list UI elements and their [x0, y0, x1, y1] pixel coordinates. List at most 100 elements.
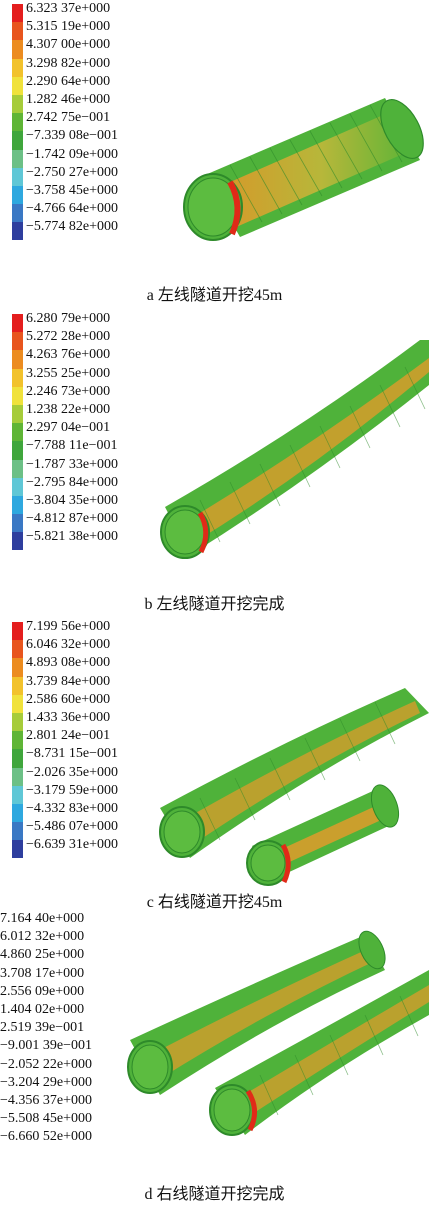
legend-value: −5.774 82e+000: [26, 219, 119, 235]
legend-value: 2.586 60e+000: [26, 691, 111, 707]
legend-swatch: [12, 712, 23, 732]
legend-swatch: [12, 495, 23, 515]
legend-value: −5.486 07e+000: [26, 819, 119, 835]
legend-swatch: [12, 113, 23, 132]
tunnel-model-image: [160, 340, 429, 559]
panel-c: 7.199 56e+000 6.046 32e+000 4.893 08e+000 3…: [0, 618, 429, 918]
legend-swatch: [12, 204, 23, 223]
legend-value: −4.356 37e+000: [0, 1092, 93, 1108]
legend-value: −7.788 11e−001: [26, 438, 118, 454]
legend-swatch: [12, 658, 23, 677]
legend-value: 6.280 79e+000: [26, 311, 111, 326]
caption-b: b 左线隧道开挖完成: [144, 596, 285, 613]
legend-swatch: [12, 368, 23, 387]
legend-labels: 7.164 40e+000 6.012 32e+000 4.860 25e+000 3…: [0, 910, 92, 1146]
panel-b: 6.280 79e+000 5.272 28e+000 4.263 76e+000 3…: [0, 310, 429, 620]
legend-swatch: [12, 222, 23, 241]
legend-value: 2.742 75e−001: [26, 110, 111, 126]
legend-value: 3.739 84e+000: [26, 673, 111, 689]
legend-value: 1.433 36e+000: [26, 709, 111, 725]
legend-swatch: [12, 167, 23, 186]
legend-value: −2.052 22e+000: [0, 1056, 93, 1072]
legend-swatch: [12, 350, 23, 369]
legend-value: 2.801 24e−001: [26, 728, 111, 744]
legend-swatch: [12, 803, 23, 823]
legend-value: −1.742 09e+000: [26, 146, 119, 162]
legend-value: 2.246 73e+000: [26, 383, 111, 399]
legend-swatch: [12, 4, 23, 23]
legend-value: 7.199 56e+000: [26, 619, 111, 634]
legend-swatch: [12, 58, 23, 77]
legend-swatch: [12, 314, 23, 333]
panel-d: 7.164 40e+000 6.012 32e+000 4.860 25e+000 3…: [0, 910, 429, 1209]
legend-swatch: [12, 149, 23, 168]
legend-labels: 6.323 37e+000 5.315 19e+000 4.307 00e+000 3…: [26, 0, 118, 236]
legend-value: −5.508 45e+000: [0, 1111, 93, 1127]
legend-swatch: [12, 822, 23, 841]
legend-value: −9.001 39e−001: [0, 1038, 93, 1054]
legend-value: 4.307 00e+000: [26, 37, 111, 53]
legend-swatch: [12, 676, 23, 695]
legend-swatch: [12, 131, 23, 150]
legend-value: 1.238 22e+000: [26, 401, 111, 417]
legend-value: 2.519 39e−001: [0, 1020, 85, 1036]
legend-value: −6.660 52e+000: [0, 1129, 93, 1145]
legend-value: −6.639 31e+000: [26, 837, 119, 853]
legend-swatch: [12, 332, 23, 351]
legend-swatch: [12, 441, 23, 460]
legend-value: 1.282 46e+000: [26, 91, 111, 107]
legend-value: 3.255 25e+000: [26, 365, 111, 381]
legend-color-bar: [12, 314, 23, 551]
legend-labels: 6.280 79e+000 5.272 28e+000 4.263 76e+000 3…: [26, 310, 118, 546]
legend-labels: 7.199 56e+000 6.046 32e+000 4.893 08e+000 3…: [26, 618, 118, 854]
legend-value: −3.204 29e+000: [0, 1074, 93, 1090]
legend-value: 4.893 08e+000: [26, 655, 111, 671]
caption-a: a 左线隧道开挖45m: [146, 287, 283, 304]
legend-swatch: [12, 514, 23, 533]
legend-value: −7.339 08e−001: [26, 128, 119, 144]
legend-color-bar: [12, 622, 23, 859]
tunnel-model-image: [127, 930, 429, 1136]
legend-value: −4.812 87e+000: [26, 511, 119, 527]
legend-value: −5.821 38e+000: [26, 529, 119, 545]
legend-value: 4.860 25e+000: [0, 947, 85, 963]
legend-swatch: [12, 185, 23, 205]
legend-value: 6.046 32e+000: [26, 637, 111, 653]
legend-value: −2.750 27e+000: [26, 164, 119, 180]
legend-value: 2.290 64e+000: [26, 73, 111, 89]
legend-value: 5.315 19e+000: [26, 19, 111, 35]
legend-swatch: [12, 622, 23, 641]
panel-a: 6.323 37e+000 5.315 19e+000 4.307 00e+000 3…: [0, 0, 429, 310]
legend-value: 1.404 02e+000: [0, 1001, 85, 1017]
legend-swatch: [12, 749, 23, 768]
legend-value: −2.026 35e+000: [26, 764, 119, 780]
legend-value: 7.164 40e+000: [0, 911, 85, 926]
legend-value: −8.731 15e−001: [26, 746, 119, 762]
legend-swatch: [12, 76, 23, 95]
legend-value: −3.804 35e+000: [26, 492, 119, 508]
legend-value: 3.708 17e+000: [0, 965, 85, 981]
legend-swatch: [12, 386, 23, 405]
caption-c: c 右线隧道开挖45m: [146, 894, 283, 911]
caption-d: d 右线隧道开挖完成: [144, 1186, 285, 1203]
legend-swatch: [12, 477, 23, 496]
legend-value: 2.556 09e+000: [0, 983, 85, 999]
tunnel-model-image: [159, 688, 429, 886]
legend-value: −2.795 84e+000: [26, 474, 119, 490]
legend-swatch: [12, 404, 23, 424]
legend-swatch: [12, 767, 23, 786]
legend-swatch: [12, 459, 23, 478]
legend-swatch: [12, 840, 23, 859]
legend-value: 4.263 76e+000: [26, 347, 111, 363]
legend-value: −3.179 59e+000: [26, 782, 119, 798]
legend-value: −4.332 83e+000: [26, 800, 119, 816]
legend-swatch: [12, 694, 23, 713]
legend-swatch: [12, 94, 23, 114]
legend-value: −1.787 33e+000: [26, 456, 119, 472]
legend-value: 6.323 37e+000: [26, 1, 111, 16]
legend-value: 6.012 32e+000: [0, 929, 85, 945]
legend-value: −4.766 64e+000: [26, 201, 119, 217]
legend-swatch: [12, 22, 23, 41]
tunnel-model-image: [183, 98, 424, 241]
legend-swatch: [12, 640, 23, 659]
